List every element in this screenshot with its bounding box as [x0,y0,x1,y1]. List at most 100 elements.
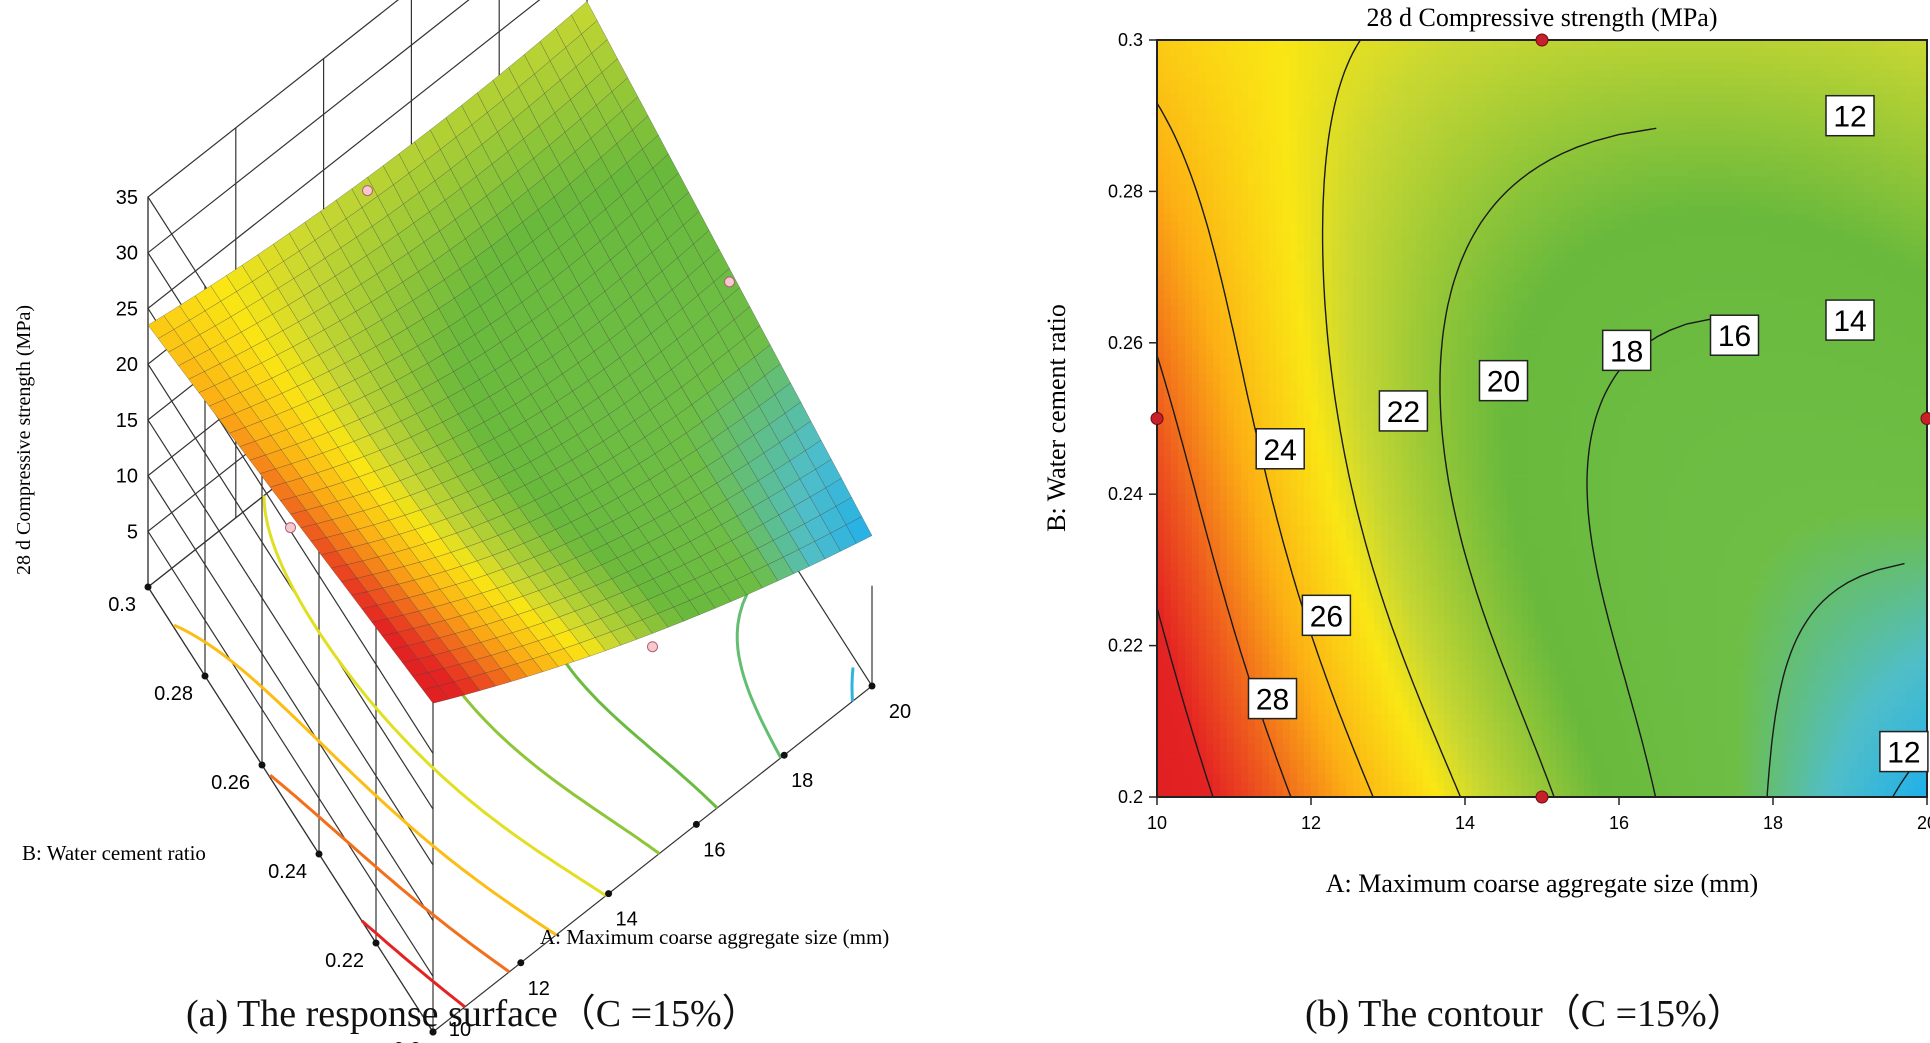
contour-cell [1269,100,1277,109]
contour-cell [1374,645,1382,654]
contour-cell [1311,115,1319,124]
contour-cell [1409,259,1417,268]
contour-cell [1199,320,1207,329]
contour-cell [1339,259,1347,268]
contour-cell [1332,441,1340,450]
contour-cell [1339,744,1347,753]
contour-cell [1171,161,1179,170]
contour-cell [1290,638,1298,647]
contour-cell [1430,638,1438,647]
contour-cell [1185,350,1193,359]
contour-cell [1304,145,1312,155]
contour-cell [1402,615,1410,624]
contour-cell [1290,289,1298,298]
contour-cell [1234,569,1242,579]
contour-cell [1374,600,1382,609]
contour-cell [1178,312,1186,321]
contour-cell [1395,547,1403,556]
contour-cell [1332,335,1340,344]
contour-cell [1269,123,1277,132]
contour-cell [1206,198,1214,208]
contour-cell [1178,176,1186,185]
contour-cell [1444,615,1452,624]
contour-cell [1304,244,1312,253]
contour-cell [1220,55,1228,64]
contour-cell [1318,130,1326,140]
contour-cell [1402,312,1410,321]
contour-cell [1241,607,1249,616]
contour-cell [1381,554,1389,563]
contour-cell [1381,153,1389,162]
surface-x-tick [605,890,613,898]
contour-cell [1164,759,1172,768]
contour-cell [1262,191,1270,200]
contour-cell [1297,683,1305,692]
contour-cell [1178,418,1186,427]
contour-cell [1248,229,1256,238]
contour-cell [1430,47,1438,56]
contour-cell [1388,357,1396,367]
contour-cell [1262,40,1270,49]
contour-cell [1206,562,1214,571]
contour-cell [1409,592,1417,601]
contour-cell [1388,206,1396,215]
contour-cell [1199,622,1207,632]
contour-cell [1192,471,1200,480]
contour-cell [1213,736,1221,745]
contour-cell [1248,668,1256,677]
contour-cell [1297,221,1305,230]
contour-cell [1353,569,1361,579]
contour-cell [1220,486,1228,495]
contour-cell [1290,759,1298,768]
contour-cell [1283,501,1291,510]
contour-cell [1164,698,1172,707]
contour-cell [1360,645,1368,654]
contour-cell [1416,569,1424,579]
contour-cell [1402,630,1410,639]
contour-cell [1178,123,1186,132]
contour-cell [1430,244,1438,253]
contour-cell [1339,100,1347,109]
contour-cell [1192,706,1200,715]
contour-cell [1185,395,1193,404]
contour-cell [1339,92,1347,102]
contour-cell [1388,214,1396,223]
contour-cell [1423,350,1431,359]
contour-cell [1332,115,1340,124]
contour-cell [1374,198,1382,208]
contour-cell [1220,244,1228,253]
contour-cell [1444,501,1452,510]
contour-cell [1367,471,1375,480]
contour-cell [1444,630,1452,639]
contour-cell [1234,70,1242,79]
contour-cell [1430,70,1438,79]
contour-cell [1157,744,1165,753]
contour-cell [1388,728,1396,738]
contour-cell [1374,214,1382,223]
contour-cell [1395,40,1403,49]
contour-cell [1171,365,1179,374]
contour-cell [1367,539,1375,548]
contour-cell [1262,365,1270,374]
contour-cell [1325,728,1333,738]
contour-cell [1262,668,1270,677]
contour-cell [1213,441,1221,450]
contour-cell [1423,547,1431,556]
contour-cell [1276,274,1284,283]
contour-cell [1248,130,1256,140]
contour-cell [1234,251,1242,261]
contour-cell [1346,448,1354,457]
contour-cell [1374,713,1382,722]
contour-cell [1157,297,1165,306]
contour-cell [1304,100,1312,109]
contour-cell [1360,456,1368,465]
contour-cell [1388,569,1396,579]
contour-cell [1164,516,1172,526]
contour-cell [1255,70,1263,79]
contour-cell [1416,600,1424,609]
contour-cell [1367,403,1375,412]
contour-cell [1325,448,1333,457]
contour-cell [1234,532,1242,541]
contour-cell [1206,418,1214,427]
contour-cell [1381,70,1389,79]
